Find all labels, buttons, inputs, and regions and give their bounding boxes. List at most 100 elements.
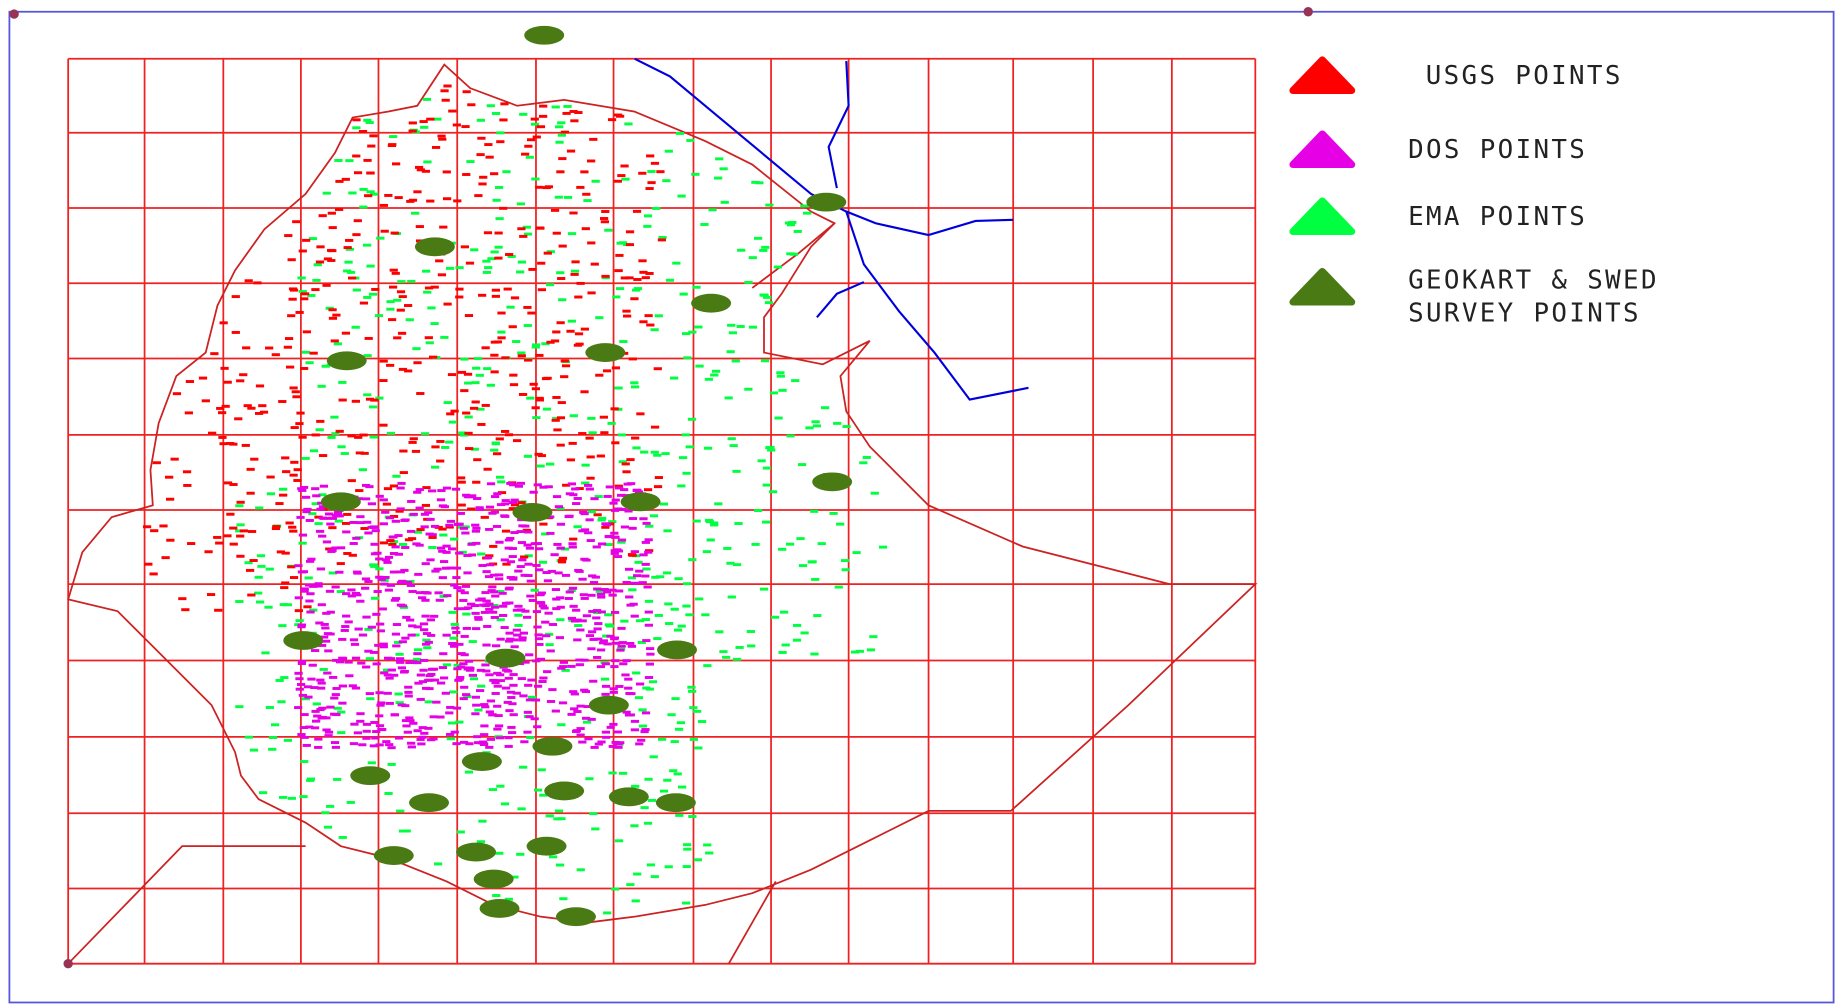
survey-point (618, 508, 627, 511)
survey-point (364, 627, 373, 631)
survey-point (463, 571, 472, 575)
survey-point (494, 186, 504, 189)
survey-point (479, 175, 488, 179)
survey-point (682, 471, 691, 475)
survey-point (308, 237, 317, 241)
survey-point (493, 704, 502, 708)
survey-point (272, 525, 281, 529)
survey-point (566, 149, 576, 153)
survey-point (380, 671, 389, 675)
survey-point (530, 117, 539, 121)
survey-point (599, 415, 608, 419)
survey-point (392, 597, 401, 601)
survey-point (507, 696, 516, 699)
survey-point (622, 710, 631, 714)
survey-point (532, 416, 541, 420)
survey-point (503, 287, 512, 291)
survey-point (312, 494, 321, 498)
survey-point (309, 351, 318, 355)
survey-block (806, 192, 847, 212)
survey-point (622, 314, 632, 318)
survey-point (496, 590, 505, 594)
survey-point (570, 269, 580, 273)
survey-point (292, 220, 301, 224)
survey-point (351, 686, 361, 690)
survey-point (300, 587, 309, 591)
survey-point (678, 785, 687, 789)
survey-point (523, 454, 533, 458)
survey-point (266, 475, 275, 479)
survey-point (807, 560, 816, 564)
survey-point (466, 160, 475, 164)
survey-point (485, 505, 495, 509)
survey-point (569, 493, 578, 497)
survey-point (298, 249, 307, 253)
survey-point (294, 706, 303, 710)
survey-point (301, 456, 310, 460)
survey-point (459, 697, 468, 701)
survey-point (424, 336, 433, 340)
survey-point (426, 199, 435, 203)
survey-point (235, 529, 244, 533)
survey-point (565, 590, 574, 594)
survey-point (650, 450, 659, 454)
survey-point (229, 483, 238, 486)
survey-point (394, 736, 404, 740)
survey-point (517, 260, 527, 264)
survey-point (557, 277, 566, 280)
survey-point (396, 603, 406, 607)
survey-point (559, 897, 568, 901)
survey-point (604, 228, 613, 232)
survey-point (506, 305, 515, 309)
survey-point (604, 623, 613, 627)
survey-point (552, 395, 561, 399)
survey-point (446, 705, 455, 709)
survey-point (166, 538, 175, 542)
survey-point (641, 711, 651, 715)
survey-point (601, 210, 610, 213)
survey-point (375, 691, 384, 695)
survey-point (406, 529, 416, 533)
survey-point (508, 507, 517, 511)
survey-point (575, 487, 584, 491)
survey-point (778, 651, 787, 654)
survey-point (559, 660, 568, 664)
survey-point (744, 280, 753, 284)
survey-point (480, 610, 490, 614)
survey-point (152, 461, 161, 465)
survey-point (379, 379, 388, 383)
survey-point (620, 276, 629, 280)
survey-point (424, 286, 434, 290)
survey-point (170, 457, 179, 461)
survey-point (533, 542, 542, 546)
survey-point (476, 840, 486, 844)
survey-point (572, 502, 581, 505)
survey-point (331, 745, 340, 749)
survey-point (404, 538, 414, 542)
survey-point (402, 724, 411, 728)
survey-point (786, 252, 795, 256)
survey-point (462, 493, 471, 497)
survey-point (784, 221, 794, 225)
survey-point (688, 689, 697, 693)
survey-point (431, 569, 440, 573)
survey-point (184, 411, 193, 415)
survey-point (505, 639, 514, 643)
survey-point (502, 170, 511, 174)
survey-point (505, 253, 514, 256)
survey-point (459, 599, 468, 602)
survey-point (761, 245, 770, 249)
survey-point (686, 138, 695, 142)
survey-point (573, 710, 582, 713)
survey-block (657, 640, 698, 660)
survey-point (296, 515, 305, 519)
survey-point (247, 593, 256, 597)
survey-point (475, 506, 484, 510)
survey-point (600, 220, 610, 224)
survey-point (551, 418, 560, 422)
survey-point (597, 595, 606, 599)
survey-point (330, 339, 339, 343)
survey-point (345, 674, 354, 678)
survey-point (499, 206, 508, 210)
survey-point (413, 490, 422, 494)
